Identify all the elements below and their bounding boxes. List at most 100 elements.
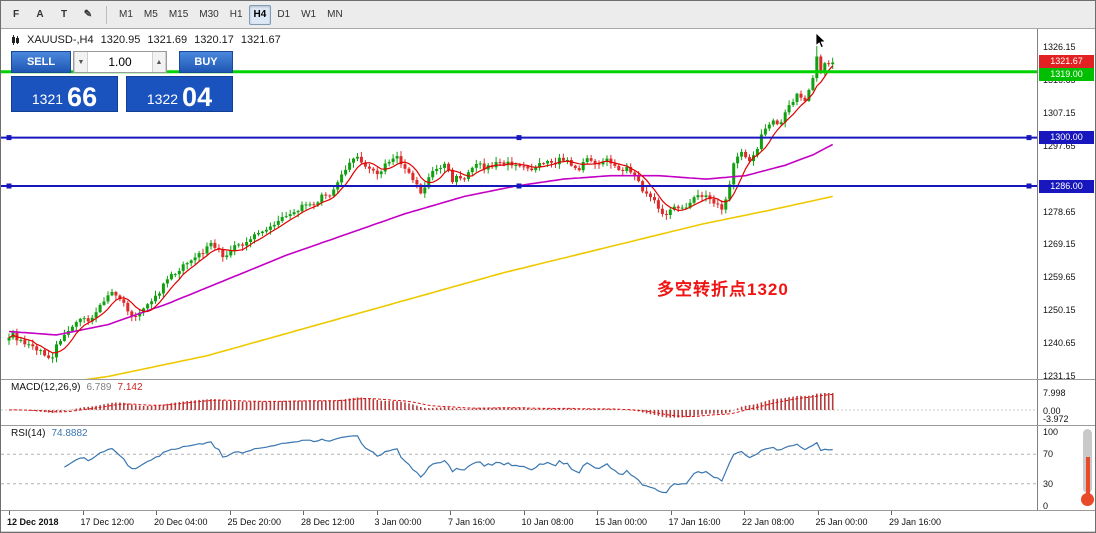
main-chart[interactable]: XAUUSD-,H4 1320.95 1321.69 1320.17 1321.… <box>1 29 1037 379</box>
time-tick <box>9 511 10 515</box>
panel-separator[interactable] <box>1 379 1095 380</box>
timeframe-m1[interactable]: M1 <box>119 9 133 20</box>
timeframe-h1[interactable]: H1 <box>229 9 243 20</box>
time-label: 22 Jan 08:00 <box>742 517 795 527</box>
bid-price-badge: 1321.67 <box>1039 55 1094 68</box>
rsi-axis-value: 70 <box>1043 449 1054 460</box>
volume-up-icon[interactable]: ▲ <box>152 52 166 72</box>
pencil-tool-icon[interactable]: ✎ <box>83 9 93 20</box>
toolbar: F A T ✎ M1 M5 M15 M30 H1 H4 D1 W1 MN <box>1 1 1095 29</box>
time-axis[interactable]: 12 Dec 2018 17 Dec 12:00 20 Dec 04:00 25 De… <box>1 511 1095 530</box>
timeframe-h4[interactable]: H4 <box>248 4 272 25</box>
candlestick-icon <box>12 35 19 45</box>
time-tick <box>597 511 598 515</box>
time-label: 20 Dec 04:00 <box>154 517 208 527</box>
bid-pips: 66 <box>67 82 98 113</box>
time-tick <box>891 511 892 515</box>
toolbar-separator <box>106 5 107 24</box>
macd-plot[interactable] <box>1 380 1037 430</box>
one-click-trading-panel: SELL ▼ ▲ BUY 1321 66 1322 04 <box>11 51 233 112</box>
ask-pips: 04 <box>182 82 213 113</box>
blue-line-1286-badge: 1286.00 <box>1039 179 1094 193</box>
candlestick-chart[interactable] <box>1 29 1037 379</box>
low-value: 1320.17 <box>194 34 234 46</box>
price-tick: 1231.15 <box>1043 371 1076 381</box>
price-tick: 1259.65 <box>1043 272 1076 283</box>
panel-separator[interactable] <box>1 510 1095 511</box>
price-tick: 1240.65 <box>1043 338 1076 349</box>
time-label: 15 Jan 00:00 <box>595 517 648 527</box>
macd-panel[interactable]: MACD(12,26,9) 6.789 7.142 <box>1 380 1037 425</box>
rsi-label: RSI(14) 74.8882 <box>11 428 88 439</box>
ask-main: 1322 <box>146 91 179 107</box>
timeframe-w1[interactable]: W1 <box>301 9 317 20</box>
chart-window-icon[interactable]: F <box>12 9 20 20</box>
time-tick <box>450 511 451 515</box>
symbol-name: XAUUSD-,H4 <box>27 34 94 46</box>
rsi-axis-value: 30 <box>1043 478 1054 489</box>
macd-name: MACD(12,26,9) <box>11 382 81 393</box>
price-tick: 1278.65 <box>1043 206 1076 217</box>
ask-price-display[interactable]: 1322 04 <box>126 76 233 112</box>
time-tick <box>670 511 672 515</box>
macd-value-2: 7.142 <box>117 382 143 393</box>
green-line-badge: 1319.00 <box>1039 68 1094 82</box>
time-label: 7 Jan 16:00 <box>448 517 496 527</box>
time-label: 25 Dec 20:00 <box>227 517 282 527</box>
rsi-axis-value: 100 <box>1043 427 1059 437</box>
volume-input[interactable] <box>88 52 152 72</box>
macd-axis-value: -3.972 <box>1043 414 1069 425</box>
bid-price-display[interactable]: 1321 66 <box>11 76 118 112</box>
time-tick <box>156 511 157 515</box>
rsi-plot[interactable] <box>1 426 1037 515</box>
thermometer-fill <box>1085 457 1090 495</box>
time-label: 17 Dec 12:00 <box>80 517 135 527</box>
macd-value-1: 6.789 <box>86 382 112 393</box>
close-value: 1321.67 <box>240 34 281 46</box>
time-label: 29 Jan 16:00 <box>889 517 942 527</box>
bid-main: 1321 <box>31 91 64 107</box>
price-tick: 1307.15 <box>1043 107 1076 118</box>
timeframe-mn[interactable]: MN <box>327 9 343 20</box>
timeframe-m5[interactable]: M5 <box>143 9 158 20</box>
window-bottom-edge <box>1 530 1095 532</box>
time-label: 25 Jan 00:00 <box>815 517 868 527</box>
text-tool-icon[interactable]: T <box>60 9 68 20</box>
rsi-panel[interactable]: RSI(14) 74.8882 <box>1 426 1037 510</box>
sell-button[interactable]: SELL <box>11 51 71 73</box>
symbol-ohlc-line: XAUUSD-,H4 1320.95 1321.69 1320.17 1321.… <box>11 34 281 46</box>
timeframe-d1[interactable]: D1 <box>277 9 291 20</box>
time-tick <box>376 511 378 515</box>
price-tick: 1269.15 <box>1043 239 1076 250</box>
blue-line-1300-badge: 1300.00 <box>1039 131 1094 145</box>
mouse-cursor-icon <box>815 32 827 54</box>
time-label: 3 Jan 00:00 <box>374 517 422 527</box>
thermometer-gauge <box>1081 429 1094 507</box>
macd-axis-value: 7.998 <box>1043 387 1066 398</box>
time-label: 28 Dec 12:00 <box>301 517 355 527</box>
price-tick: 1326.15 <box>1043 42 1076 52</box>
price-tick: 1250.15 <box>1043 305 1076 316</box>
price-tick: 1297.65 <box>1043 140 1076 151</box>
chart-annotation-text[interactable]: 多空转折点1320 <box>657 280 789 299</box>
high-value: 1321.69 <box>147 34 188 46</box>
price-axis[interactable]: 1326.151316.651307.151297.651278.651269.… <box>1037 29 1095 511</box>
thermometer-bulb <box>1081 493 1094 506</box>
rsi-axis-value: 0 <box>1043 501 1049 511</box>
panel-separator[interactable] <box>1 425 1095 426</box>
arrow-tool-icon[interactable]: A <box>36 9 44 20</box>
timeframe-m30[interactable]: M30 <box>199 9 219 20</box>
time-tick <box>82 511 84 515</box>
time-tick <box>744 511 745 515</box>
time-tick <box>303 511 304 515</box>
volume-dropdown-icon[interactable]: ▼ <box>74 52 88 72</box>
time-label: 12 Dec 2018 <box>7 517 59 527</box>
time-tick <box>229 511 231 515</box>
time-label: 10 Jan 08:00 <box>521 517 574 527</box>
time-label: 17 Jan 16:00 <box>668 517 721 527</box>
buy-button[interactable]: BUY <box>179 51 233 73</box>
rsi-name: RSI(14) <box>11 428 46 439</box>
open-value: 1320.95 <box>100 34 141 46</box>
timeframe-m15[interactable]: M15 <box>168 9 189 20</box>
